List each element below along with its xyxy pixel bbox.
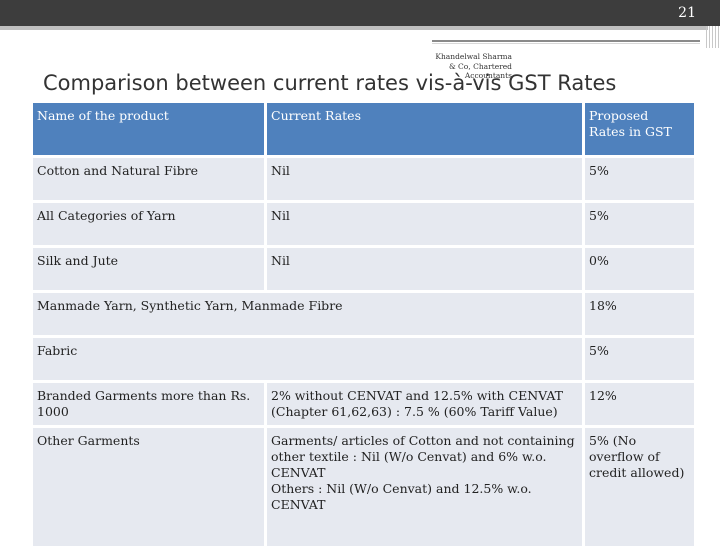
cell-product: Silk and Jute <box>33 248 264 290</box>
header-current-rates: Current Rates <box>267 103 582 155</box>
firm-name: Khandelwal Sharma & Co, Chartered Accoun… <box>435 52 512 80</box>
cell-proposed-rate: 12% <box>585 383 694 425</box>
cell-product: Branded Garments more than Rs. 1000 <box>33 383 264 425</box>
cell-product: Fabric <box>33 338 582 380</box>
cell-product: Cotton and Natural Fibre <box>33 158 264 200</box>
cell-current-rate: Nil <box>267 248 582 290</box>
corner-pattern <box>706 26 720 48</box>
cell-product: Manmade Yarn, Synthetic Yarn, Manmade Fi… <box>33 293 582 335</box>
rates-table: Name of the product Current Rates Propos… <box>30 100 697 549</box>
table-row: Manmade Yarn, Synthetic Yarn, Manmade Fi… <box>33 293 694 335</box>
cell-current-rate: Garments/ articles of Cotton and not con… <box>267 428 582 546</box>
table-row: Fabric 5% <box>33 338 694 380</box>
cell-current-rate: 2% without CENVAT and 12.5% with CENVAT … <box>267 383 582 425</box>
page-number: 21 <box>678 5 696 21</box>
table-row: Cotton and Natural Fibre Nil 5% <box>33 158 694 200</box>
top-bar-accent <box>0 26 708 30</box>
cell-proposed-rate: 5% <box>585 338 694 380</box>
slide-title: Comparison between current rates vis-à-v… <box>43 71 617 95</box>
header-rule <box>432 40 700 42</box>
header-rule-thin <box>432 43 700 44</box>
cell-proposed-rate: 18% <box>585 293 694 335</box>
cell-product: Other Garments <box>33 428 264 546</box>
cell-proposed-rate: 5% <box>585 203 694 245</box>
cell-proposed-rate: 5% <box>585 158 694 200</box>
header-proposed-rates: Proposed Rates in GST <box>585 103 694 155</box>
cell-current-rate: Nil <box>267 203 582 245</box>
cell-proposed-rate: 0% <box>585 248 694 290</box>
cell-product: All Categories of Yarn <box>33 203 264 245</box>
cell-current-rate: Nil <box>267 158 582 200</box>
table-row: Other Garments Garments/ articles of Cot… <box>33 428 694 546</box>
top-bar <box>0 0 720 26</box>
current-rate-line: Garments/ articles of Cotton and not con… <box>271 433 575 480</box>
cell-proposed-rate: 5% (No overflow of credit allowed) <box>585 428 694 546</box>
table-row: Branded Garments more than Rs. 1000 2% w… <box>33 383 694 425</box>
table-row: All Categories of Yarn Nil 5% <box>33 203 694 245</box>
current-rate-line: Others : Nil (W/o Cenvat) and 12.5% w.o.… <box>271 481 532 512</box>
table-header-row: Name of the product Current Rates Propos… <box>33 103 694 155</box>
table-row: Silk and Jute Nil 0% <box>33 248 694 290</box>
header-product: Name of the product <box>33 103 264 155</box>
